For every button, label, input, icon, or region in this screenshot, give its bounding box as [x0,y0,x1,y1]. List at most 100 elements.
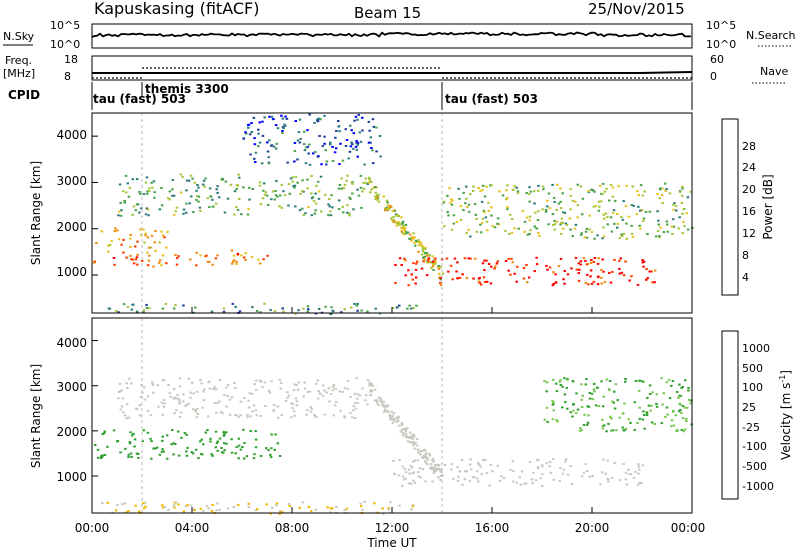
power-cell [296,139,300,142]
velocity-cell [584,383,587,386]
power-cell [639,184,643,187]
velocity-cell [101,502,104,505]
velocity-cell [182,393,185,396]
power-cell [329,210,332,213]
velocity-cell [201,406,204,409]
velocity-cell [392,418,396,421]
power-cell [561,221,564,224]
velocity-cell [339,409,342,412]
power-cell [275,179,278,182]
power-cell [559,187,562,190]
velocity-cell [280,510,284,513]
power-cell [474,213,478,216]
power-cell [136,240,139,243]
velocity-cell [143,398,147,401]
power-cell [479,223,482,226]
power-cell [142,309,146,312]
velocity-cell [288,505,291,507]
x-axis-label: Time UT [366,536,417,550]
velocity-cell [472,476,475,478]
power-cell [593,190,596,193]
velocity-cell [287,503,291,505]
velocity-cell [426,463,429,466]
power-cell [342,211,345,214]
power-cell [617,185,620,188]
velocity-cell [163,506,167,508]
velocity-cell [146,409,150,412]
velocity-cell [214,430,218,433]
velocity-cell [406,440,410,443]
power-cell [657,219,660,222]
power-cell [310,175,313,177]
power-cell [465,197,468,200]
velocity-cell [439,470,442,473]
station-title: Kapuskasing (fitACF) [94,0,259,18]
power-cell [329,143,332,146]
power-cell [681,187,684,190]
velocity-tick-marks [91,340,693,513]
power-cell [135,203,139,206]
power-cell [416,241,420,244]
velocity-cell [470,468,473,471]
velocity-cell [539,477,542,480]
power-cell [566,273,570,276]
power-cell [636,190,639,193]
power-cell [325,163,328,166]
velocity-cell [373,388,377,391]
power-cell [495,262,499,265]
power-cell [361,190,364,193]
velocity-cell [234,387,237,389]
velocity-cell [552,401,555,404]
power-cell [430,261,433,264]
velocity-cell [306,391,310,393]
velocity-cell [121,397,125,400]
power-cell [344,145,348,147]
velocity-cell [638,379,642,382]
power-cell [447,270,450,273]
velocity-cell [120,405,124,408]
velocity-cell [254,430,257,433]
power-cell [119,202,122,204]
x-tick-20: 20:00 [575,521,610,535]
power-cell [332,310,335,313]
power-cell [450,198,453,201]
velocity-cell [253,383,256,386]
power-cell [618,259,621,262]
velocity-cell [391,417,394,420]
power-cell [577,262,580,265]
velocity-cell [216,502,219,505]
power-cell [451,278,454,281]
power-cell [621,218,625,221]
power-cell [419,242,423,245]
velocity-cell [100,455,104,458]
velocity-cell [551,400,554,402]
velocity-cell [226,384,230,386]
velocity-cell [555,390,559,393]
power-cell [648,210,652,213]
velocity-cell [382,400,386,403]
power-cell [107,244,110,247]
power-cell [168,198,171,201]
power-cell [157,261,161,264]
velocity-cell [291,407,294,410]
velocity-cell [437,476,440,479]
velocity-cell [665,406,669,409]
velocity-cell [666,413,669,416]
power-cell [385,199,389,202]
power-cell [174,210,177,213]
power-cell [534,211,537,214]
velocity-cell [432,471,436,474]
power-cell [596,234,599,237]
velocity-cell [400,421,404,424]
power-cell [635,213,638,216]
velocity-cell [130,382,133,385]
power-cell [438,272,441,275]
power-cell [129,237,132,240]
velocity-cell [364,399,367,402]
velocity-cell [464,470,467,473]
power-cell [392,221,396,224]
power-cell [254,161,257,163]
power-cell [136,263,139,266]
power-cell [593,237,596,240]
power-cell [208,187,212,190]
